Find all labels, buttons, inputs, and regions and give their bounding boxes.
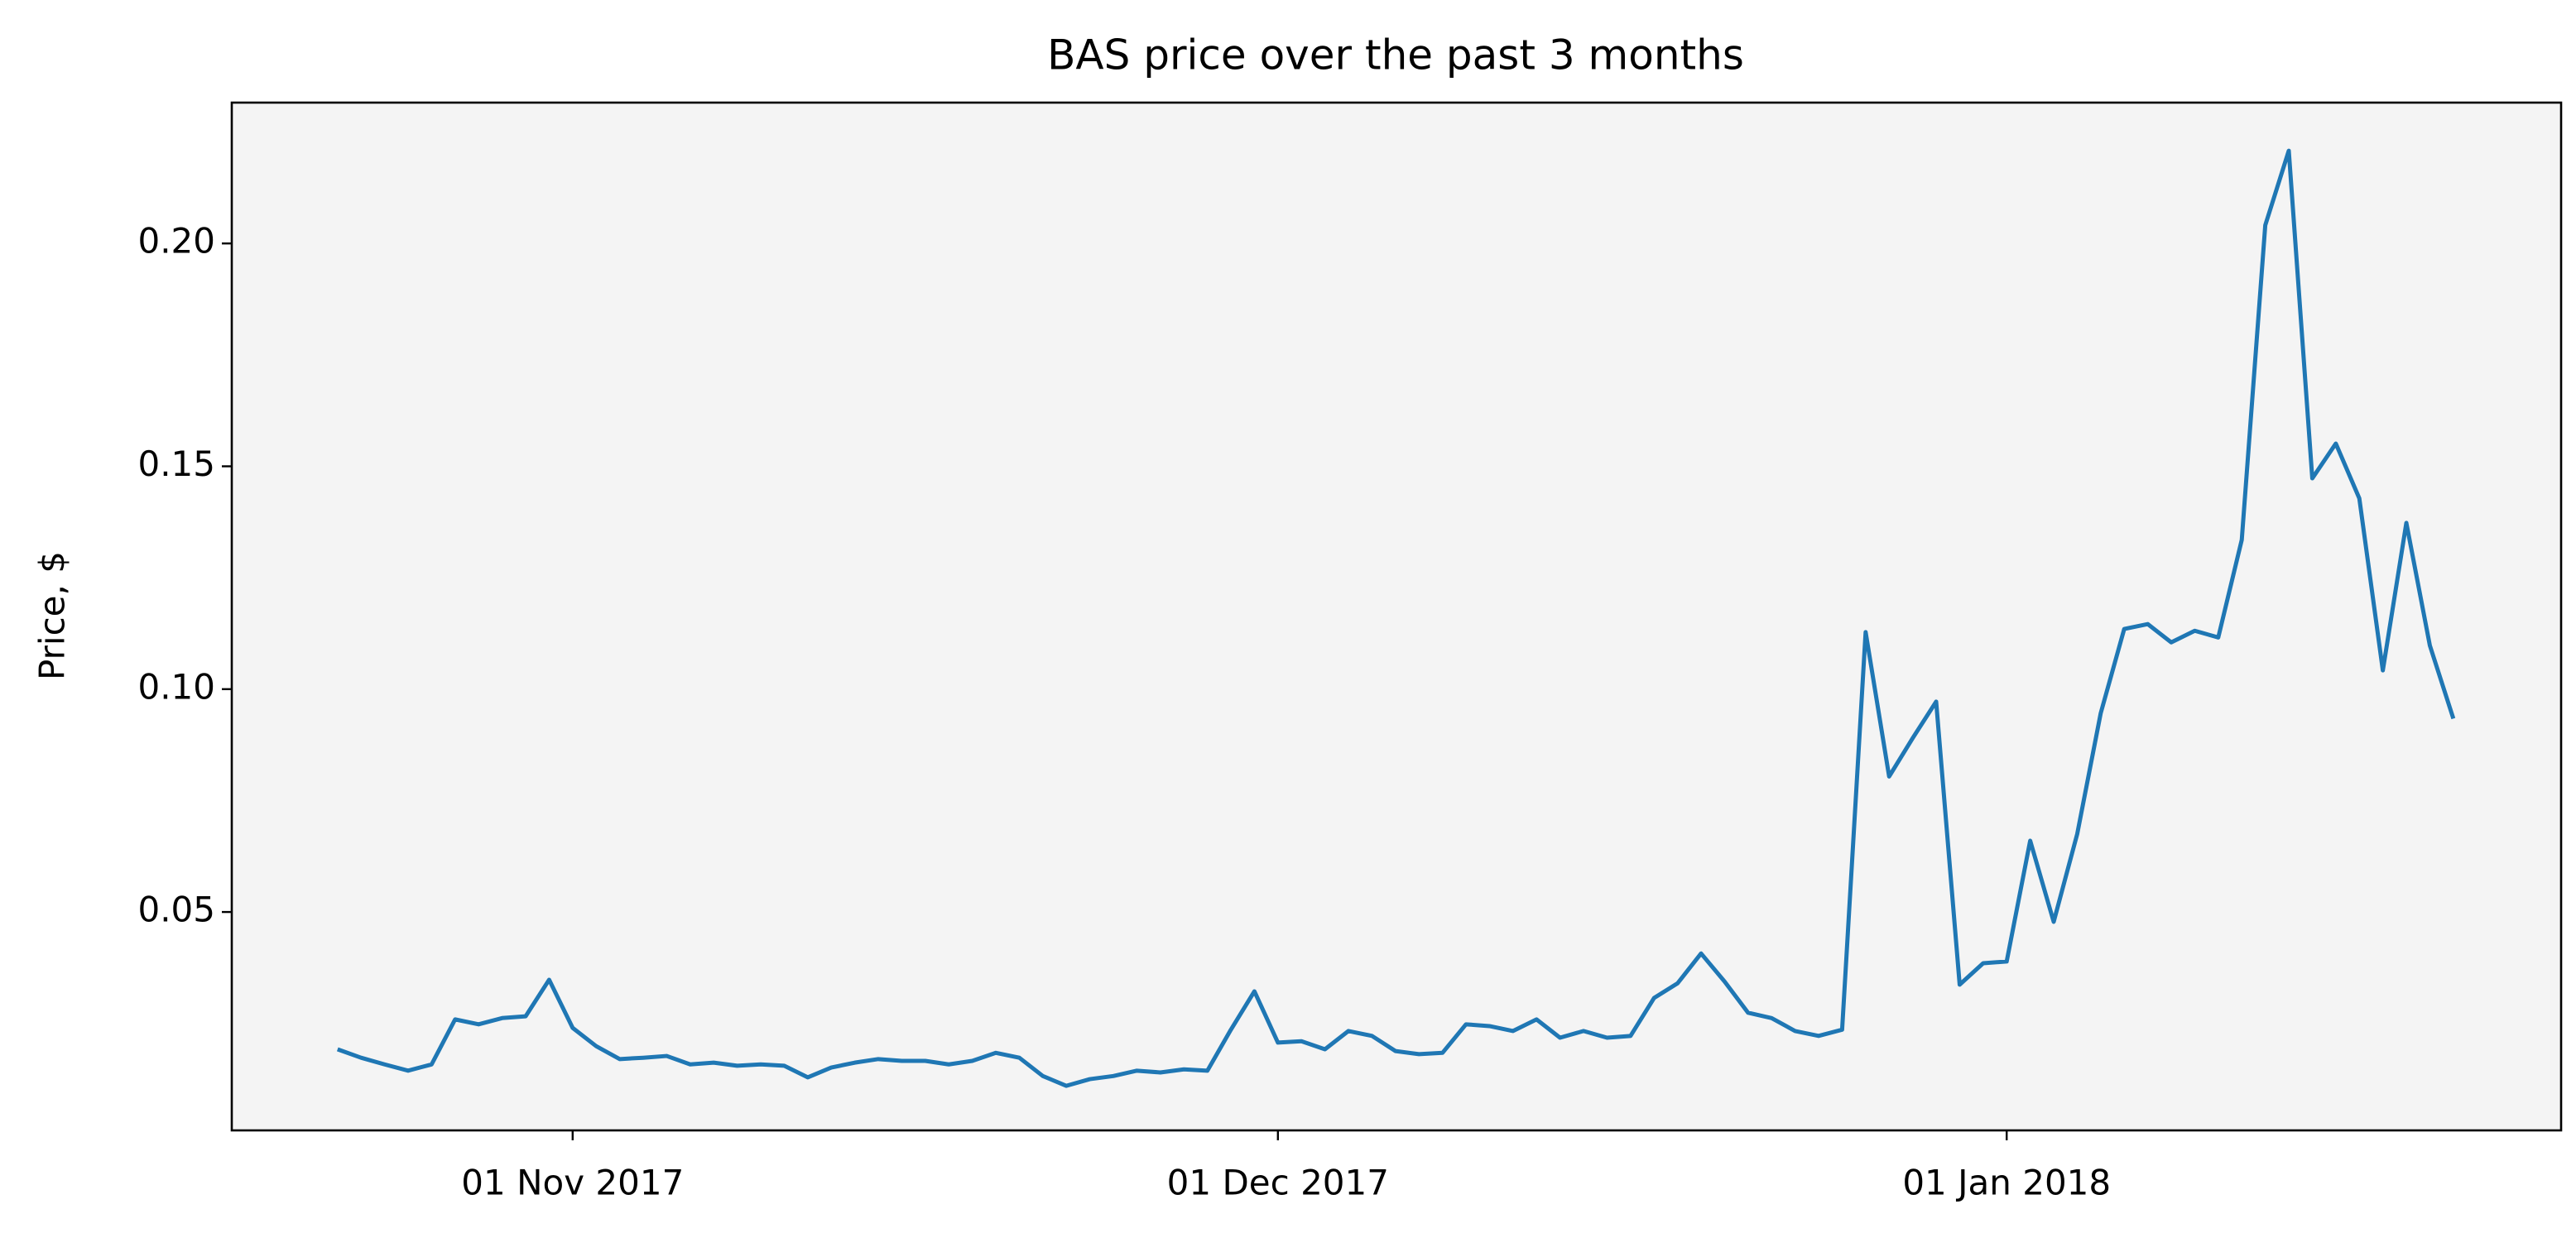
price-line <box>336 148 2456 1088</box>
plot-background <box>232 103 2561 1130</box>
y-tick-label: 0.20 <box>137 221 215 261</box>
chart-title: BAS price over the past 3 months <box>1047 31 1744 79</box>
plot-frame <box>230 101 2563 1132</box>
x-tick-label: 01 Nov 2017 <box>461 1163 684 1203</box>
y-axis-label: Price, $ <box>32 551 73 680</box>
y-tick-label: 0.10 <box>137 666 215 707</box>
x-tick-label: 01 Jan 2018 <box>1902 1163 2111 1203</box>
y-tick-label: 0.05 <box>137 890 215 930</box>
x-tick-label: 01 Dec 2017 <box>1167 1163 1389 1203</box>
y-tick-label: 0.15 <box>137 444 215 484</box>
